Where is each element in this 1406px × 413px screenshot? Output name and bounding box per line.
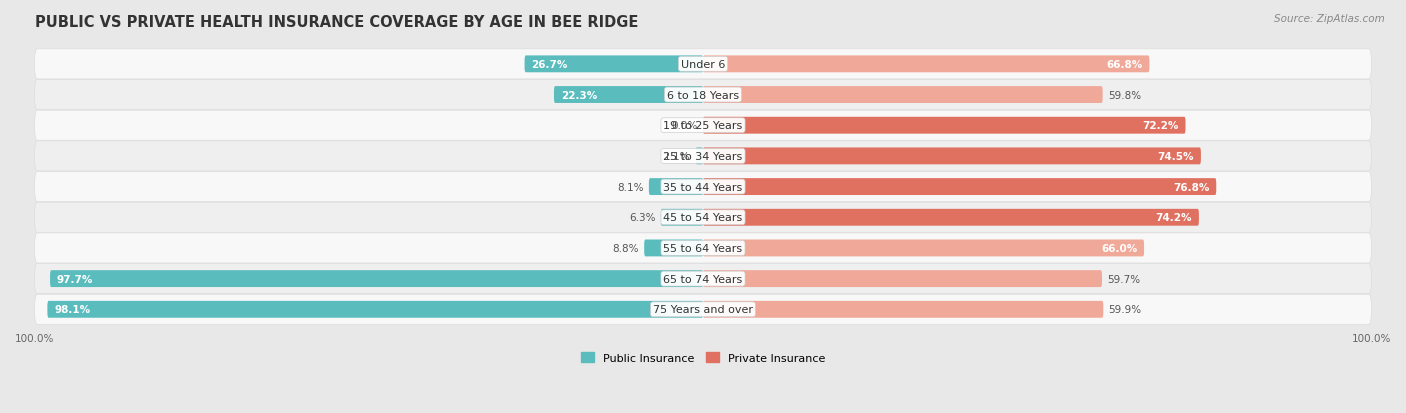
FancyBboxPatch shape [703, 87, 1102, 104]
FancyBboxPatch shape [35, 294, 1371, 325]
FancyBboxPatch shape [35, 142, 1371, 171]
FancyBboxPatch shape [703, 301, 1104, 318]
Text: 8.8%: 8.8% [613, 243, 638, 253]
Text: 76.8%: 76.8% [1173, 182, 1209, 192]
FancyBboxPatch shape [35, 233, 1371, 263]
Text: 8.1%: 8.1% [617, 182, 644, 192]
FancyBboxPatch shape [524, 56, 703, 73]
Legend: Public Insurance, Private Insurance: Public Insurance, Private Insurance [576, 348, 830, 368]
Text: 72.2%: 72.2% [1143, 121, 1178, 131]
Text: 22.3%: 22.3% [561, 90, 598, 100]
FancyBboxPatch shape [35, 172, 1371, 202]
FancyBboxPatch shape [554, 87, 703, 104]
FancyBboxPatch shape [48, 301, 703, 318]
Text: PUBLIC VS PRIVATE HEALTH INSURANCE COVERAGE BY AGE IN BEE RIDGE: PUBLIC VS PRIVATE HEALTH INSURANCE COVER… [35, 15, 638, 30]
Text: 59.7%: 59.7% [1108, 274, 1140, 284]
Text: 59.9%: 59.9% [1109, 304, 1142, 315]
FancyBboxPatch shape [703, 117, 1185, 134]
Text: 6.3%: 6.3% [628, 213, 655, 223]
FancyBboxPatch shape [35, 80, 1371, 110]
Text: 35 to 44 Years: 35 to 44 Years [664, 182, 742, 192]
FancyBboxPatch shape [696, 148, 703, 165]
FancyBboxPatch shape [703, 271, 1102, 287]
FancyBboxPatch shape [35, 264, 1371, 294]
Text: 97.7%: 97.7% [56, 274, 93, 284]
Text: 6 to 18 Years: 6 to 18 Years [666, 90, 740, 100]
Text: 19 to 25 Years: 19 to 25 Years [664, 121, 742, 131]
Text: 75 Years and over: 75 Years and over [652, 304, 754, 315]
Text: 0.0%: 0.0% [672, 121, 697, 131]
Text: 66.0%: 66.0% [1101, 243, 1137, 253]
Text: Source: ZipAtlas.com: Source: ZipAtlas.com [1274, 14, 1385, 24]
FancyBboxPatch shape [703, 179, 1216, 195]
Text: 55 to 64 Years: 55 to 64 Years [664, 243, 742, 253]
Text: 59.8%: 59.8% [1108, 90, 1142, 100]
FancyBboxPatch shape [51, 271, 703, 287]
Text: 45 to 54 Years: 45 to 54 Years [664, 213, 742, 223]
FancyBboxPatch shape [35, 111, 1371, 141]
Text: Under 6: Under 6 [681, 60, 725, 70]
FancyBboxPatch shape [703, 148, 1201, 165]
Text: 74.2%: 74.2% [1156, 213, 1192, 223]
FancyBboxPatch shape [35, 203, 1371, 233]
Text: 65 to 74 Years: 65 to 74 Years [664, 274, 742, 284]
FancyBboxPatch shape [703, 209, 1199, 226]
FancyBboxPatch shape [703, 240, 1144, 257]
FancyBboxPatch shape [661, 209, 703, 226]
Text: 66.8%: 66.8% [1107, 60, 1143, 70]
FancyBboxPatch shape [644, 240, 703, 257]
Text: 25 to 34 Years: 25 to 34 Years [664, 152, 742, 161]
FancyBboxPatch shape [35, 50, 1371, 80]
FancyBboxPatch shape [703, 56, 1150, 73]
FancyBboxPatch shape [648, 179, 703, 195]
Text: 98.1%: 98.1% [53, 304, 90, 315]
Text: 26.7%: 26.7% [531, 60, 568, 70]
Text: 74.5%: 74.5% [1157, 152, 1194, 161]
Text: 1.1%: 1.1% [664, 152, 690, 161]
